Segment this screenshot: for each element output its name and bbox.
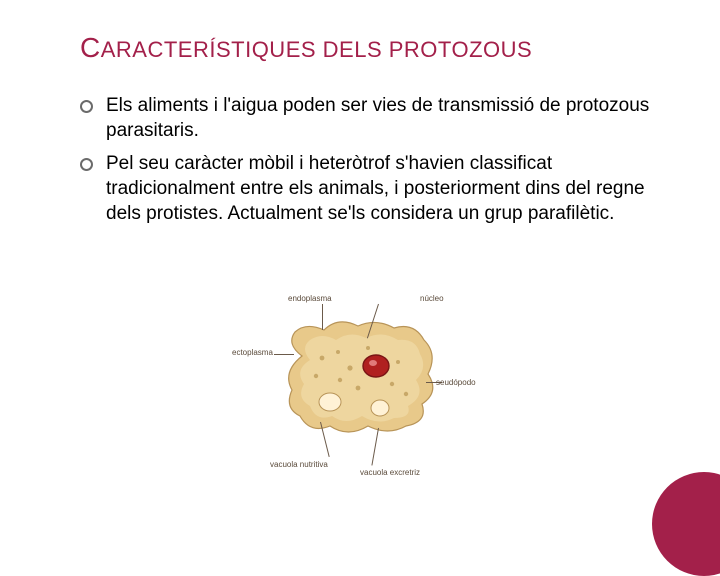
vacuole-nutritive <box>319 393 341 411</box>
diagram-label: vacuola nutritiva <box>270 460 328 469</box>
title-word1-rest: ARACTERÍSTIQUES <box>101 37 316 62</box>
bullet-list: Els aliments i l'aigua poden ser vies de… <box>80 93 664 226</box>
decorative-circle <box>652 472 720 576</box>
ectoplasm <box>300 334 423 421</box>
diagram-label: núcleo <box>420 294 444 303</box>
diagram-label: ectoplasma <box>232 348 273 357</box>
diagram-label: vacuola excretriz <box>360 468 420 477</box>
amoeba-svg <box>280 318 440 438</box>
slide-title: CARACTERÍSTIQUES DELS PROTOZOUS <box>80 28 664 65</box>
nucleus-highlight <box>369 360 377 366</box>
leader-line <box>322 304 323 330</box>
diagram-label: seudópodo <box>436 378 476 387</box>
title-word2-rest: DELS PROTOZOUS <box>316 37 532 62</box>
nucleus <box>363 355 389 377</box>
slide: CARACTERÍSTIQUES DELS PROTOZOUS Els alim… <box>0 0 720 540</box>
diagram-label: endoplasma <box>288 294 332 303</box>
bullet-text: Pel seu caràcter mòbil i heteròtrof s'ha… <box>106 153 645 224</box>
bullet-item: Pel seu caràcter mòbil i heteròtrof s'ha… <box>80 151 664 226</box>
bullet-text: Els aliments i l'aigua poden ser vies de… <box>106 95 649 141</box>
bullet-item: Els aliments i l'aigua poden ser vies de… <box>80 93 664 143</box>
title-cap1: C <box>80 32 101 63</box>
vacuole-excretory <box>371 400 389 416</box>
leader-line <box>274 354 294 355</box>
amoeba-diagram: endoplasma núcleo ectoplasma seudópodo v… <box>250 290 478 474</box>
